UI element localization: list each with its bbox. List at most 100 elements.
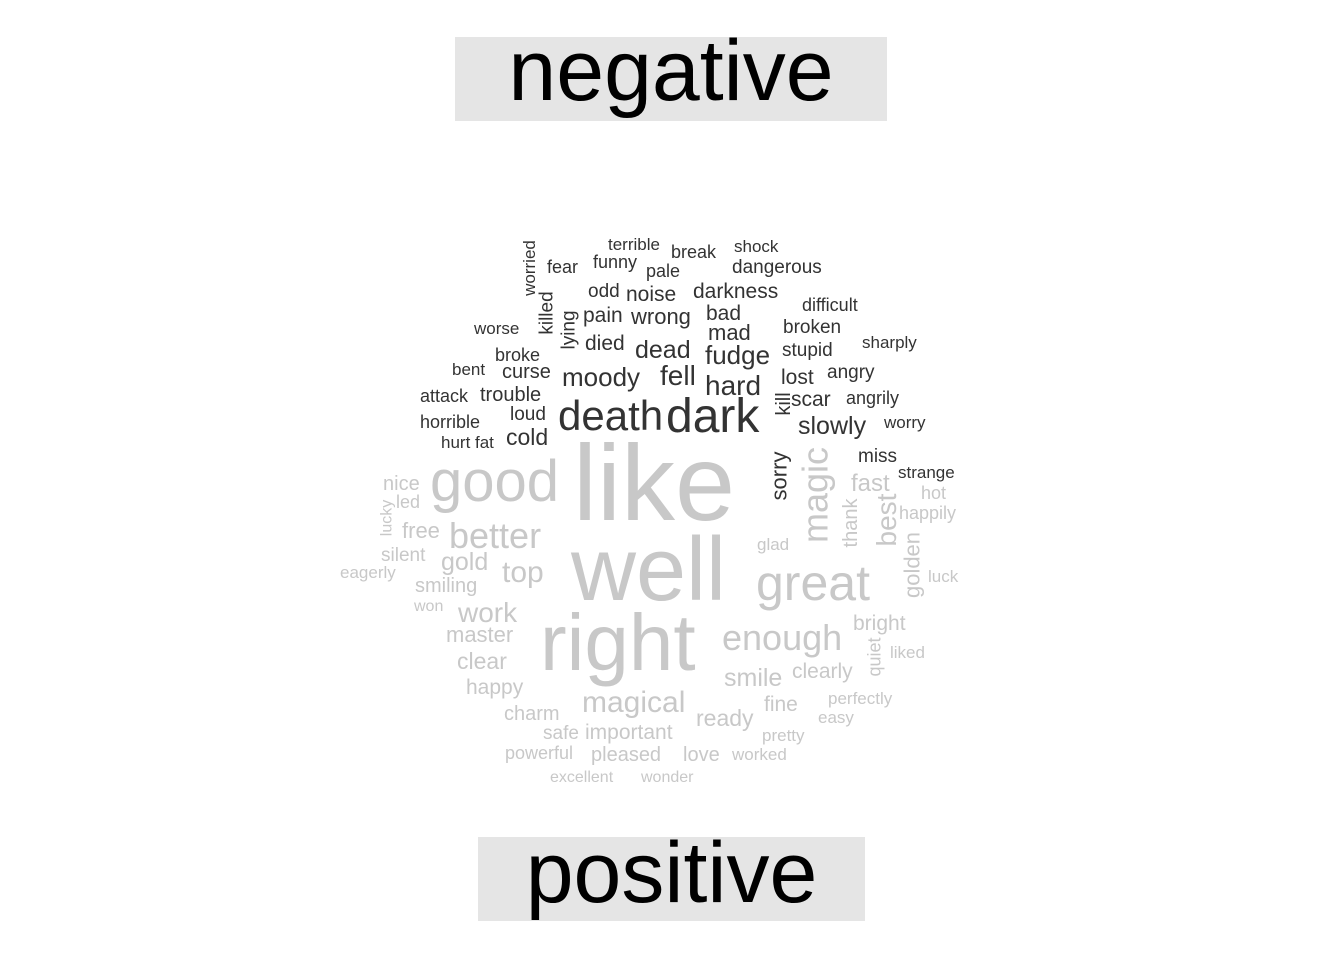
word-golden: golden (900, 532, 925, 598)
word-difficult: difficult (802, 295, 858, 315)
word-angrily: angrily (846, 388, 899, 408)
word-hot: hot (921, 483, 946, 503)
word-free: free (402, 518, 440, 543)
word-horrible: horrible (420, 412, 480, 432)
word-bright: bright (853, 612, 906, 635)
word-hard: hard (705, 370, 761, 401)
word-magic: magic (795, 447, 836, 543)
word-pleased: pleased (591, 744, 661, 766)
word-killed: killed (537, 291, 558, 334)
word-clearly: clearly (792, 660, 853, 683)
word-good: good (430, 449, 559, 514)
word-happily: happily (899, 503, 956, 523)
word-thank: thank (840, 498, 862, 548)
word-silent: silent (381, 545, 426, 566)
word-worse: worse (473, 319, 519, 338)
word-wrong: wrong (630, 304, 691, 329)
word-happy: happy (466, 676, 524, 699)
word-gold: gold (441, 548, 488, 576)
word-angry: angry (827, 362, 875, 383)
word-glad: glad (757, 535, 789, 554)
word-worked: worked (731, 745, 787, 764)
word-broke: broke (495, 345, 540, 365)
positive-label-text: positive (525, 825, 818, 921)
word-fell: fell (660, 360, 696, 391)
positive-group-label: positive (478, 830, 865, 921)
word-enough: enough (722, 617, 842, 658)
word-noise: noise (626, 283, 676, 306)
word-sharply: sharply (862, 333, 917, 352)
word-bent: bent (452, 360, 485, 379)
word-like: like (573, 422, 735, 543)
word-pale: pale (646, 261, 680, 281)
word-loud: loud (510, 404, 546, 425)
word-attack: attack (420, 386, 469, 406)
word-lucky: lucky (379, 500, 396, 536)
word-dangerous: dangerous (732, 257, 822, 278)
word-love: love (683, 744, 720, 766)
word-pretty: pretty (762, 726, 805, 745)
word-trouble: trouble (480, 384, 541, 406)
word-smiling: smiling (415, 575, 477, 597)
word-smile: smile (724, 664, 782, 692)
word-master: master (446, 622, 513, 647)
word-curse: curse (502, 361, 551, 383)
word-break: break (671, 242, 717, 262)
word-safe: safe (543, 723, 579, 744)
word-hurt: hurt (441, 433, 471, 452)
word-kill: kill (773, 392, 795, 415)
word-wonder: wonder (640, 769, 694, 786)
word-best: best (871, 493, 902, 546)
word-work: work (457, 597, 518, 628)
word-moody: moody (562, 362, 640, 392)
word-charm: charm (504, 703, 560, 725)
word-sorry: sorry (767, 452, 792, 501)
word-clear: clear (457, 648, 507, 674)
word-darkness: darkness (693, 280, 778, 303)
word-well: well (570, 520, 726, 620)
word-cold: cold (506, 424, 548, 450)
word-luck: luck (928, 567, 959, 586)
word-eagerly: eagerly (340, 563, 396, 582)
word-important: important (585, 721, 673, 744)
word-magical: magical (582, 686, 685, 719)
word-mad: mad (708, 320, 751, 345)
word-fear: fear (547, 257, 578, 277)
word-top: top (502, 556, 544, 589)
word-pain: pain (583, 304, 623, 327)
word-scar: scar (791, 388, 831, 411)
word-bad: bad (706, 302, 741, 325)
word-lying: lying (559, 310, 580, 349)
word-stupid: stupid (782, 340, 833, 361)
word-easy: easy (818, 708, 854, 727)
word-led: led (396, 492, 420, 512)
word-died: died (585, 332, 625, 355)
word-broken: broken (783, 317, 841, 338)
word-fudge: fudge (705, 340, 770, 370)
word-lost: lost (781, 366, 814, 389)
word-fat: fat (475, 433, 494, 452)
word-dead: dead (635, 336, 691, 364)
word-worry: worry (883, 413, 926, 432)
word-won: won (413, 598, 443, 615)
word-quiet: quiet (864, 637, 884, 676)
word-fine: fine (764, 693, 798, 716)
word-slowly: slowly (798, 412, 867, 440)
negative-group-label: negative (455, 28, 887, 121)
word-funny: funny (593, 252, 637, 272)
word-strange: strange (898, 463, 955, 482)
negative-label-text: negative (508, 23, 834, 119)
word-miss: miss (858, 446, 897, 467)
word-right: right (540, 598, 696, 687)
word-better: better (449, 515, 541, 556)
word-excellent: excellent (550, 769, 614, 786)
word-dark: dark (666, 390, 760, 443)
word-fast: fast (851, 470, 890, 497)
word-worried: worried (520, 240, 539, 297)
word-odd: odd (588, 281, 620, 302)
word-death: death (558, 392, 663, 439)
word-perfectly: perfectly (828, 689, 893, 708)
word-shock: shock (734, 237, 779, 256)
word-powerful: powerful (505, 743, 573, 763)
